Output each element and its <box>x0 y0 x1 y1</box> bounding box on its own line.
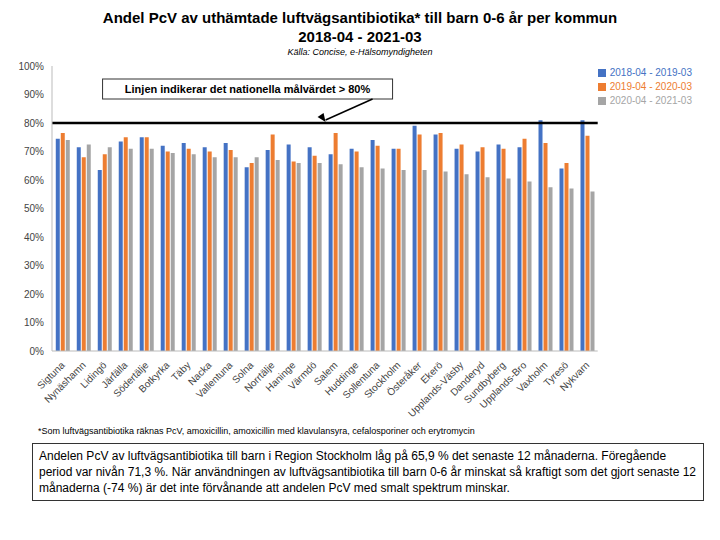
svg-text:Norrtälje: Norrtälje <box>242 359 277 394</box>
svg-text:Nykvarn: Nykvarn <box>558 359 592 393</box>
svg-text:Österåker: Österåker <box>384 359 424 399</box>
svg-text:Solna: Solna <box>229 359 256 386</box>
svg-text:Botkyrka: Botkyrka <box>136 359 172 395</box>
svg-text:20%: 20% <box>24 289 44 300</box>
html-text:2018-04 - 2019-03: 2018-04 - 2019-03 <box>609 67 692 78</box>
svg-text:Danderyd: Danderyd <box>448 359 487 398</box>
svg-text:Vaxholm: Vaxholm <box>514 359 550 395</box>
svg-text:Stockholm: Stockholm <box>361 359 403 401</box>
svg-text:Södertälje: Södertälje <box>111 359 151 400</box>
svg-text:Upplands-Bro: Upplands-Bro <box>477 359 529 411</box>
svg-text:Nacka: Nacka <box>185 359 214 388</box>
svg-text:Tyresö: Tyresö <box>541 359 571 389</box>
svg-text:0%: 0% <box>30 346 45 357</box>
svg-text:Upplands-Väsby: Upplands-Väsby <box>405 359 466 420</box>
html-text:*Som luftvägsantibiotika räkna: *Som luftvägsantibiotika räknas PcV, amo… <box>38 426 475 436</box>
svg-text:Salem: Salem <box>311 359 340 388</box>
svg-text:Sigtuna: Sigtuna <box>35 359 67 392</box>
svg-text:70%: 70% <box>24 146 44 157</box>
svg-text:Järfälla: Järfälla <box>99 359 130 390</box>
svg-text:Täby: Täby <box>169 359 193 383</box>
html-text:2020-04 - 2021-03: 2020-04 - 2021-03 <box>609 95 692 106</box>
svg-text:80%: 80% <box>24 118 44 129</box>
html-text:Andelen PcV av luftvägsantibio: Andelen PcV av luftvägsantibiotika till … <box>39 449 696 495</box>
html-text:Källa: Concise, e-Hälsomyndigh: Källa: Concise, e-Hälsomyndigheten <box>287 47 433 57</box>
svg-text:Ekerö: Ekerö <box>418 359 445 386</box>
svg-text:Sollentuna: Sollentuna <box>340 359 382 401</box>
svg-text:100%: 100% <box>18 61 44 72</box>
svg-text:Linjen indikerar det nationell: Linjen indikerar det nationella målvärde… <box>125 83 371 95</box>
svg-text:60%: 60% <box>24 175 44 186</box>
svg-text:Sundbyberg: Sundbyberg <box>461 359 508 406</box>
svg-text:Huddinge: Huddinge <box>322 359 361 398</box>
svg-text:Nynäshamn: Nynäshamn <box>42 359 88 405</box>
svg-text:Lidingö: Lidingö <box>78 359 109 391</box>
svg-text:Värmdö: Värmdö <box>286 359 319 392</box>
svg-text:50%: 50% <box>24 203 44 214</box>
svg-text:90%: 90% <box>24 89 44 100</box>
svg-text:10%: 10% <box>24 317 44 328</box>
html-text:Andel PcV av uthämtade luftväg: Andel PcV av uthämtade luftvägsantibioti… <box>102 9 618 26</box>
svg-text:Vallentuna: Vallentuna <box>194 359 235 400</box>
svg-text:Haninge: Haninge <box>263 359 298 394</box>
svg-text:30%: 30% <box>24 260 44 271</box>
html-text:2018-04 - 2021-03: 2018-04 - 2021-03 <box>298 28 422 45</box>
svg-text:40%: 40% <box>24 232 44 243</box>
html-text:2019-04 - 2020-03: 2019-04 - 2020-03 <box>609 81 692 92</box>
